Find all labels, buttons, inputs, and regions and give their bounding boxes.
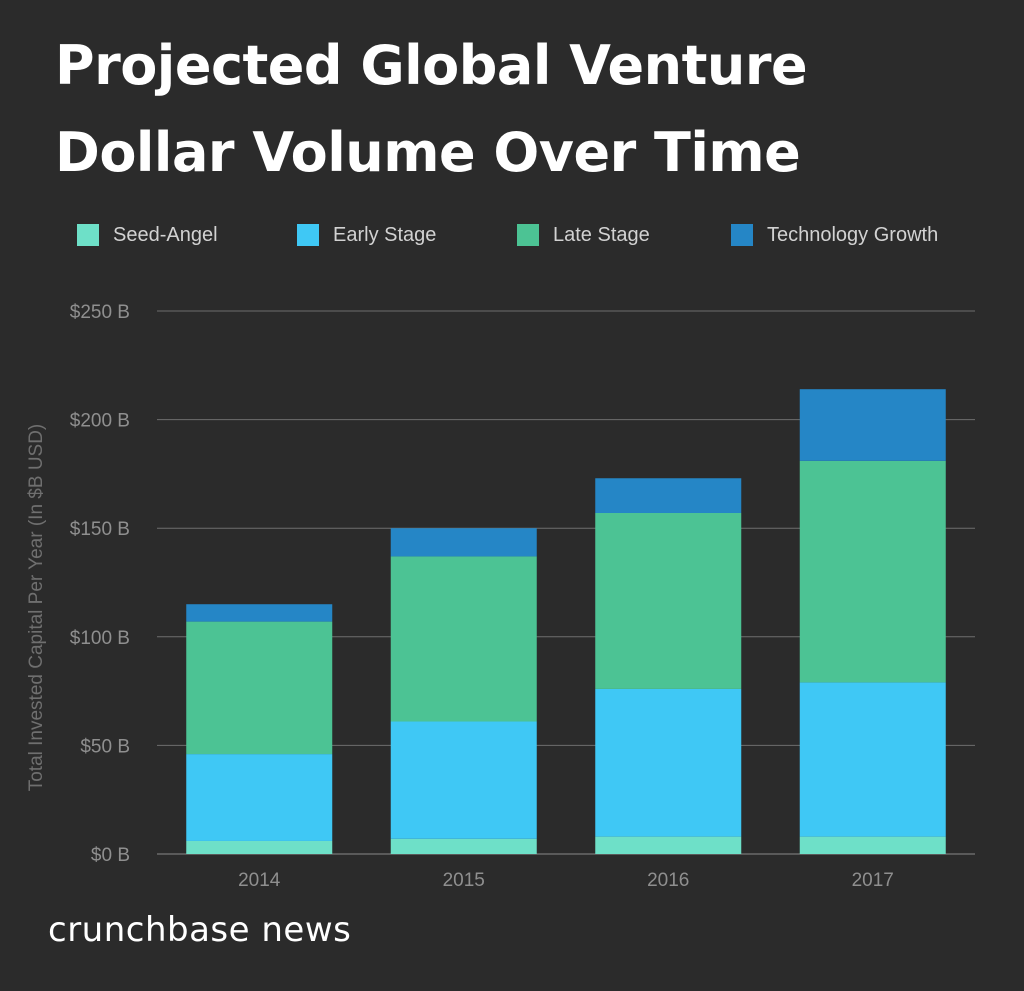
bar-early-stage-2015 xyxy=(390,721,537,839)
bar-seed-angel-2017 xyxy=(799,836,946,854)
legend-label-early-stage: Early Stage xyxy=(333,223,437,246)
legend-swatch-seed-angel xyxy=(77,224,99,246)
y-tick-label: $200 B xyxy=(70,411,130,432)
legend-label-seed-angel: Seed-Angel xyxy=(113,223,218,246)
y-tick-label: $250 B xyxy=(70,302,130,323)
legend-label-late-stage: Late Stage xyxy=(553,223,650,246)
bar-technology-growth-2014 xyxy=(186,604,333,622)
legend-label-technology-growth: Technology Growth xyxy=(767,223,939,246)
x-tick-label: 2014 xyxy=(238,870,281,891)
chart-title: Projected Global Venture Dollar Volume O… xyxy=(55,34,808,184)
legend-item-early-stage: Early Stage xyxy=(297,221,436,249)
bar-early-stage-2016 xyxy=(595,688,742,837)
legend-item-technology-growth: Technology Growth xyxy=(731,221,938,249)
bar-late-stage-2017 xyxy=(799,460,946,683)
bar-early-stage-2017 xyxy=(799,682,946,837)
y-tick-label: $150 B xyxy=(70,519,130,540)
y-tick-label: $100 B xyxy=(70,628,130,649)
x-tick-label: 2016 xyxy=(647,870,689,891)
x-tick-label: 2015 xyxy=(443,870,485,891)
chart-legend: Seed-Angel Early Stage Late Stage Techno… xyxy=(0,221,1024,249)
bar-early-stage-2014 xyxy=(186,754,333,841)
bar-seed-angel-2015 xyxy=(390,838,537,854)
bar-seed-angel-2016 xyxy=(595,836,742,854)
brand-logo: crunchbase news xyxy=(48,910,352,950)
bar-late-stage-2016 xyxy=(595,512,742,689)
y-tick-label: $0 B xyxy=(91,845,130,866)
x-tick-label: 2017 xyxy=(852,870,894,891)
bar-seed-angel-2014 xyxy=(186,840,333,854)
legend-swatch-technology-growth xyxy=(731,224,753,246)
bar-technology-growth-2015 xyxy=(390,528,537,557)
legend-swatch-early-stage xyxy=(297,224,319,246)
bar-late-stage-2014 xyxy=(186,621,333,755)
bar-technology-growth-2017 xyxy=(799,389,946,461)
bar-late-stage-2015 xyxy=(390,556,537,722)
y-tick-label: $50 B xyxy=(80,736,130,757)
legend-item-seed-angel: Seed-Angel xyxy=(77,221,218,249)
legend-swatch-late-stage xyxy=(517,224,539,246)
y-axis-title: Total Invested Capital Per Year (In $B U… xyxy=(26,424,47,792)
legend-item-late-stage: Late Stage xyxy=(517,221,650,249)
bar-technology-growth-2016 xyxy=(595,478,742,513)
